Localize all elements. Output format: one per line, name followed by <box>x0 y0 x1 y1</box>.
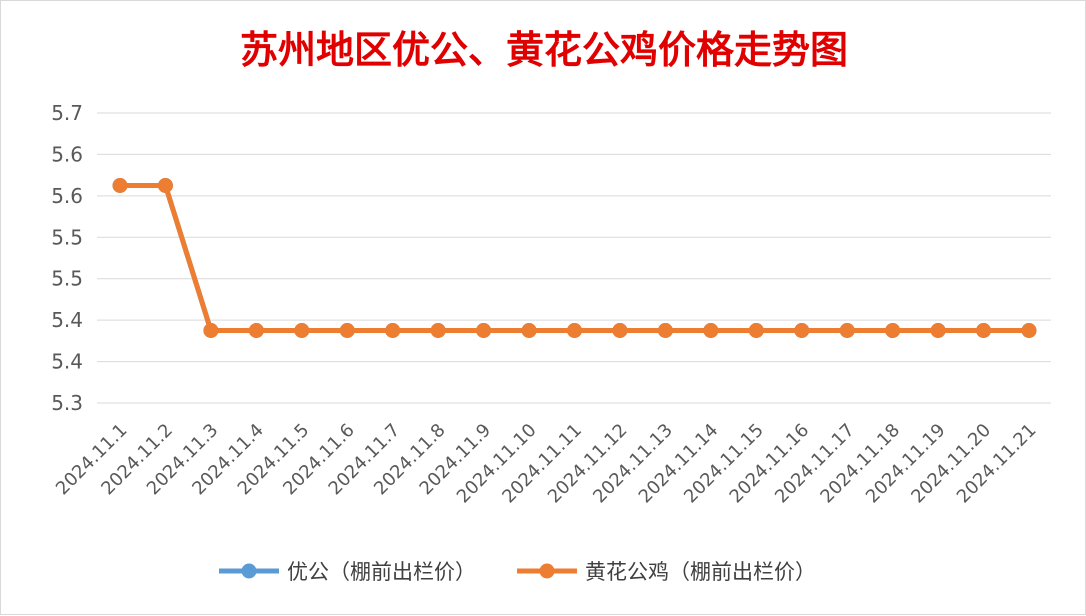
series-0 <box>112 178 1037 338</box>
y-axis-ticks: 5.7 5.6 5.6 5.5 5.5 5.4 5.4 5.3 <box>51 101 83 415</box>
y-tick-label: 5.6 <box>51 142 83 166</box>
x-axis-ticks: 2024.11.12024.11.22024.11.32024.11.42024… <box>52 420 1041 508</box>
data-point <box>385 323 401 338</box>
gridlines <box>97 112 1051 404</box>
data-point <box>294 323 310 338</box>
y-tick-label: 5.5 <box>51 267 83 291</box>
data-point <box>839 323 855 338</box>
series-group <box>112 178 1037 338</box>
data-point <box>203 323 219 338</box>
series-1 <box>112 178 1037 338</box>
data-point <box>976 323 992 338</box>
y-tick-label: 5.4 <box>51 308 83 332</box>
y-tick-label: 5.4 <box>51 350 83 374</box>
data-point <box>567 323 582 338</box>
data-point <box>703 323 719 338</box>
series-line <box>120 183 1029 333</box>
data-point <box>748 323 764 338</box>
chart-title: 苏州地区优公、黄花公鸡价格走势图 <box>240 27 848 72</box>
data-point <box>612 323 628 338</box>
y-tick-label: 5.7 <box>51 101 83 125</box>
legend-item-1[interactable]: 黄花公鸡（棚前出栏价） <box>517 560 816 584</box>
data-point <box>657 323 673 338</box>
data-point <box>521 323 537 338</box>
legend-label: 优公（棚前出栏价） <box>287 560 476 584</box>
legend-item-0[interactable]: 优公（棚前出栏价） <box>219 560 476 584</box>
data-point <box>430 323 446 338</box>
y-tick-label: 5.3 <box>51 391 83 415</box>
data-point <box>930 323 946 338</box>
legend-marker-icon <box>241 563 257 579</box>
legend-marker-icon <box>539 563 555 579</box>
y-tick-label: 5.5 <box>51 225 83 249</box>
data-point <box>339 323 355 338</box>
series-line <box>120 183 1029 333</box>
data-point <box>885 323 901 338</box>
data-point <box>794 323 810 338</box>
data-point <box>1021 323 1037 338</box>
legend-label: 黄花公鸡（棚前出栏价） <box>585 560 816 584</box>
data-point <box>157 178 173 193</box>
data-point <box>476 323 492 338</box>
y-tick-label: 5.6 <box>51 184 83 208</box>
data-point <box>112 178 128 193</box>
legend: 优公（棚前出栏价） 黄花公鸡（棚前出栏价） <box>219 560 816 584</box>
data-point <box>248 323 264 338</box>
